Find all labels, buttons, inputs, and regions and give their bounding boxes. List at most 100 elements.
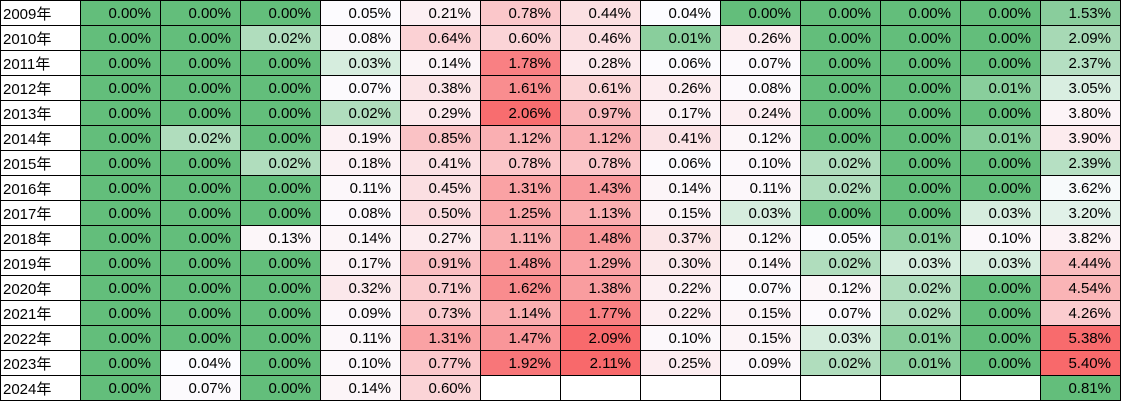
total-cell[interactable]: 5.40%	[1040, 350, 1121, 376]
value-cell[interactable]: 0.12%	[720, 225, 801, 251]
value-cell[interactable]: 0.00%	[800, 75, 881, 101]
value-cell[interactable]: 0.45%	[400, 175, 481, 201]
value-cell[interactable]: 0.26%	[640, 75, 721, 101]
value-cell[interactable]: 0.03%	[800, 325, 881, 351]
value-cell[interactable]: 0.00%	[880, 100, 961, 126]
value-cell[interactable]: 0.00%	[80, 225, 161, 251]
value-cell[interactable]: 1.77%	[560, 300, 641, 326]
value-cell[interactable]: 0.00%	[240, 175, 321, 201]
total-cell[interactable]: 2.37%	[1040, 50, 1121, 76]
value-cell[interactable]: 0.07%	[320, 75, 401, 101]
value-cell[interactable]: 0.01%	[880, 350, 961, 376]
value-cell[interactable]: 0.25%	[640, 350, 721, 376]
value-cell[interactable]: 0.01%	[880, 225, 961, 251]
value-cell[interactable]: 0.00%	[80, 250, 161, 276]
value-cell[interactable]: 0.00%	[240, 200, 321, 226]
value-cell[interactable]: 0.60%	[480, 25, 561, 51]
value-cell[interactable]: 0.00%	[160, 25, 241, 51]
value-cell[interactable]: 0.00%	[960, 25, 1041, 51]
value-cell[interactable]: 0.00%	[720, 0, 801, 26]
value-cell[interactable]: 0.22%	[640, 300, 721, 326]
value-cell[interactable]: 0.00%	[160, 325, 241, 351]
value-cell[interactable]: 0.05%	[800, 225, 881, 251]
value-cell[interactable]: 1.47%	[480, 325, 561, 351]
total-cell[interactable]: 4.26%	[1040, 300, 1121, 326]
value-cell[interactable]: 0.15%	[720, 300, 801, 326]
value-cell[interactable]: 1.12%	[560, 125, 641, 151]
value-cell[interactable]: 0.00%	[880, 75, 961, 101]
value-cell[interactable]: 0.78%	[480, 150, 561, 176]
value-cell[interactable]: 0.00%	[80, 100, 161, 126]
value-cell[interactable]: 0.85%	[400, 125, 481, 151]
value-cell[interactable]: 0.00%	[160, 200, 241, 226]
value-cell[interactable]: 0.15%	[640, 200, 721, 226]
value-cell[interactable]: 0.91%	[400, 250, 481, 276]
value-cell[interactable]: 0.00%	[240, 50, 321, 76]
year-cell[interactable]: 2015年	[0, 150, 81, 176]
value-cell[interactable]: 0.00%	[80, 50, 161, 76]
value-cell[interactable]: 1.14%	[480, 300, 561, 326]
value-cell[interactable]: 0.00%	[240, 250, 321, 276]
value-cell[interactable]: 0.00%	[80, 0, 161, 26]
value-cell[interactable]: 1.11%	[480, 225, 561, 251]
value-cell[interactable]: 0.14%	[720, 250, 801, 276]
value-cell[interactable]: 1.13%	[560, 200, 641, 226]
value-cell[interactable]: 0.00%	[800, 125, 881, 151]
total-cell[interactable]: 3.62%	[1040, 175, 1121, 201]
value-cell[interactable]: 0.14%	[640, 175, 721, 201]
value-cell[interactable]: 0.41%	[400, 150, 481, 176]
value-cell[interactable]: 0.00%	[240, 0, 321, 26]
value-cell[interactable]: 0.00%	[960, 150, 1041, 176]
value-cell[interactable]: 0.00%	[80, 200, 161, 226]
value-cell[interactable]: 0.02%	[240, 25, 321, 51]
value-cell[interactable]: 0.00%	[960, 0, 1041, 26]
value-cell[interactable]: 0.01%	[880, 325, 961, 351]
value-cell[interactable]	[800, 375, 881, 401]
value-cell[interactable]: 0.00%	[80, 175, 161, 201]
value-cell[interactable]: 0.00%	[240, 375, 321, 401]
value-cell[interactable]: 0.01%	[640, 25, 721, 51]
value-cell[interactable]: 0.17%	[320, 250, 401, 276]
value-cell[interactable]: 0.00%	[880, 0, 961, 26]
value-cell[interactable]: 0.46%	[560, 25, 641, 51]
value-cell[interactable]: 0.00%	[880, 150, 961, 176]
total-cell[interactable]: 5.38%	[1040, 325, 1121, 351]
value-cell[interactable]: 0.41%	[640, 125, 721, 151]
value-cell[interactable]: 0.00%	[80, 125, 161, 151]
value-cell[interactable]: 0.01%	[960, 75, 1041, 101]
value-cell[interactable]: 0.00%	[880, 50, 961, 76]
value-cell[interactable]: 1.48%	[480, 250, 561, 276]
value-cell[interactable]	[960, 375, 1041, 401]
value-cell[interactable]: 0.02%	[880, 275, 961, 301]
value-cell[interactable]: 0.00%	[880, 175, 961, 201]
value-cell[interactable]: 0.00%	[800, 50, 881, 76]
value-cell[interactable]: 0.50%	[400, 200, 481, 226]
value-cell[interactable]: 0.78%	[560, 150, 641, 176]
value-cell[interactable]: 0.10%	[720, 150, 801, 176]
value-cell[interactable]: 0.07%	[800, 300, 881, 326]
value-cell[interactable]: 0.00%	[160, 300, 241, 326]
total-cell[interactable]: 3.82%	[1040, 225, 1121, 251]
value-cell[interactable]: 0.02%	[160, 125, 241, 151]
value-cell[interactable]: 0.00%	[160, 150, 241, 176]
value-cell[interactable]: 2.11%	[560, 350, 641, 376]
value-cell[interactable]: 0.00%	[80, 75, 161, 101]
value-cell[interactable]: 0.07%	[720, 275, 801, 301]
value-cell[interactable]: 0.17%	[640, 100, 721, 126]
value-cell[interactable]: 0.18%	[320, 150, 401, 176]
value-cell[interactable]	[480, 375, 561, 401]
value-cell[interactable]: 0.02%	[240, 150, 321, 176]
value-cell[interactable]: 0.13%	[240, 225, 321, 251]
value-cell[interactable]: 0.00%	[80, 375, 161, 401]
value-cell[interactable]: 0.44%	[560, 0, 641, 26]
value-cell[interactable]: 1.29%	[560, 250, 641, 276]
value-cell[interactable]: 0.00%	[80, 25, 161, 51]
value-cell[interactable]: 1.12%	[480, 125, 561, 151]
total-cell[interactable]: 1.53%	[1040, 0, 1121, 26]
value-cell[interactable]: 0.12%	[800, 275, 881, 301]
value-cell[interactable]: 0.07%	[160, 375, 241, 401]
year-cell[interactable]: 2009年	[0, 0, 81, 26]
value-cell[interactable]: 0.61%	[560, 75, 641, 101]
total-cell[interactable]: 4.54%	[1040, 275, 1121, 301]
value-cell[interactable]: 0.00%	[240, 350, 321, 376]
